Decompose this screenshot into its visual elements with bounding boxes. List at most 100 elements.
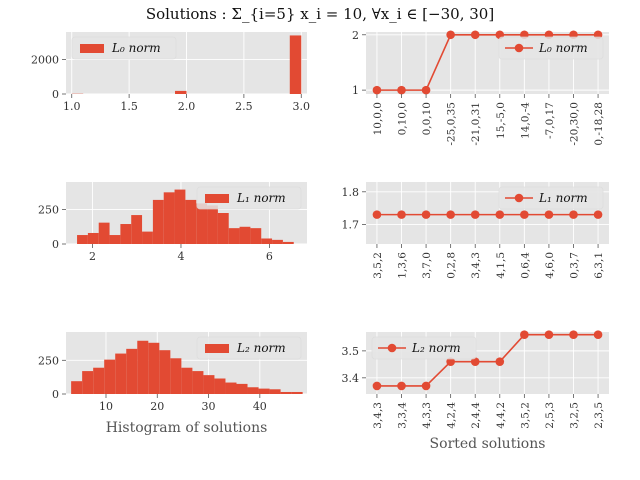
histogram-bar (120, 224, 132, 244)
x-tick-label: 3,4,3 (372, 402, 384, 429)
data-point (495, 210, 505, 219)
y-tick-label: 2 (352, 29, 359, 42)
x-tick-label: 0,10,0 (397, 102, 409, 135)
y-tick-label: 0 (52, 88, 59, 101)
histogram-bar (137, 340, 149, 394)
legend-label: L₂ norm (411, 341, 461, 355)
histogram-bar (261, 238, 273, 244)
x-tick-label: 2.5 (235, 100, 253, 113)
x-tick-label: 15,-5,0 (495, 102, 507, 139)
histogram-bar (148, 342, 160, 394)
legend-box (498, 186, 604, 210)
y-tick-label: 0 (52, 238, 59, 251)
histogram-bar (291, 391, 303, 394)
legend-box (196, 336, 302, 360)
histogram-bar (163, 192, 175, 244)
data-point (520, 330, 529, 339)
legend-swatch (205, 344, 229, 353)
legend: L₁ norm (196, 186, 302, 210)
figure-title: Solutions : Σ_{i=5} x_i = 10, ∀x_i ∈ [−3… (146, 5, 494, 23)
data-point (470, 210, 480, 219)
histogram-bar (282, 241, 294, 244)
x-tick-label: 10,0,0 (372, 102, 384, 135)
data-point (470, 30, 480, 40)
data-point (397, 381, 406, 391)
histogram-bar (214, 378, 226, 394)
histogram-bar (142, 231, 153, 244)
bars (77, 189, 294, 244)
panel-3: 0 250 2 4 6 L₁ norm (38, 182, 307, 263)
x-tick-label: 4,1,5 (495, 252, 507, 279)
legend-label: L₀ norm (538, 41, 588, 55)
legend: L₀ norm (498, 36, 604, 60)
x-tick-label: 6 (266, 250, 273, 263)
x-tick-label: 6,3,1 (593, 252, 605, 279)
markers (372, 330, 603, 391)
data-point (421, 85, 431, 95)
x-axis-label: Sorted solutions (430, 436, 546, 452)
x-tick-label: 3,4,3 (470, 252, 482, 279)
histogram-bar (175, 90, 187, 94)
x-tick-label: 3,2,5 (568, 402, 580, 429)
legend-marker (387, 343, 397, 353)
histogram-bar (174, 189, 186, 244)
histogram-bar (228, 228, 240, 244)
data-point (372, 210, 382, 219)
histogram-bar (217, 213, 229, 244)
data-point (520, 210, 529, 219)
x-tick-label: 2,5,3 (544, 402, 556, 429)
histogram-bar (71, 381, 83, 394)
y-tick-label: 1 (352, 84, 359, 97)
histogram-bar (159, 350, 171, 394)
y-tick-label: 1.8 (342, 186, 360, 199)
histogram-bar (87, 232, 99, 244)
y-tick-label: 1.7 (342, 218, 360, 231)
legend-swatch (80, 44, 104, 53)
legend: L₂ norm (196, 336, 302, 360)
x-tick-label: 0,6,4 (519, 252, 531, 279)
x-tick-label: 0,3,7 (568, 252, 580, 279)
x-tick-label: 40 (253, 400, 267, 413)
data-point (569, 210, 578, 219)
histogram-bar (192, 371, 204, 394)
panel-2: 1 2 10,0,0 0,10,0 0,0,10 -25,0,35 -21,0,31 15,-… (352, 29, 609, 146)
data-point (593, 330, 603, 339)
x-tick-label: 4,4,2 (495, 402, 507, 429)
histogram-bar (104, 359, 116, 394)
histogram-bar (250, 228, 262, 244)
x-tick-label: 3,5,2 (372, 252, 384, 279)
histogram-bar (115, 353, 127, 394)
histogram-bar (109, 235, 121, 244)
legend: L₁ norm (498, 186, 604, 210)
panel-1: 0 2000 1.0 1.5 2.0 2.5 3.0 L₀ norm (31, 32, 310, 113)
legend-label: L₂ norm (236, 341, 286, 355)
data-point (446, 357, 455, 366)
legend-box (71, 36, 177, 60)
x-axis-label: Histogram of solutions (106, 420, 268, 436)
data-point (397, 85, 406, 95)
legend-swatch (205, 194, 229, 203)
x-tick-label: 3,5,2 (519, 402, 531, 429)
series-line (376, 33, 599, 91)
histogram-bar (196, 203, 208, 244)
bars (71, 35, 302, 94)
x-tick-label: 1.0 (63, 100, 81, 113)
data-point (446, 30, 455, 40)
x-tick-label: 4 (177, 250, 184, 263)
data-point (421, 210, 431, 219)
histogram-bar (170, 358, 182, 394)
bars (71, 340, 303, 394)
x-tick-label: 30 (202, 400, 216, 413)
x-tick-label: 3,3,4 (397, 402, 409, 429)
x-tick-label: 14,0,-4 (519, 102, 531, 139)
histogram-bar (258, 388, 270, 394)
x-tick-label: 2.0 (178, 100, 196, 113)
data-point (569, 330, 578, 339)
histogram-bar (152, 199, 164, 244)
histogram-bar (82, 371, 94, 394)
histogram-bar (289, 35, 302, 94)
histogram-bar (225, 382, 237, 394)
markers (372, 210, 603, 219)
y-tick-label: 250 (38, 204, 59, 217)
